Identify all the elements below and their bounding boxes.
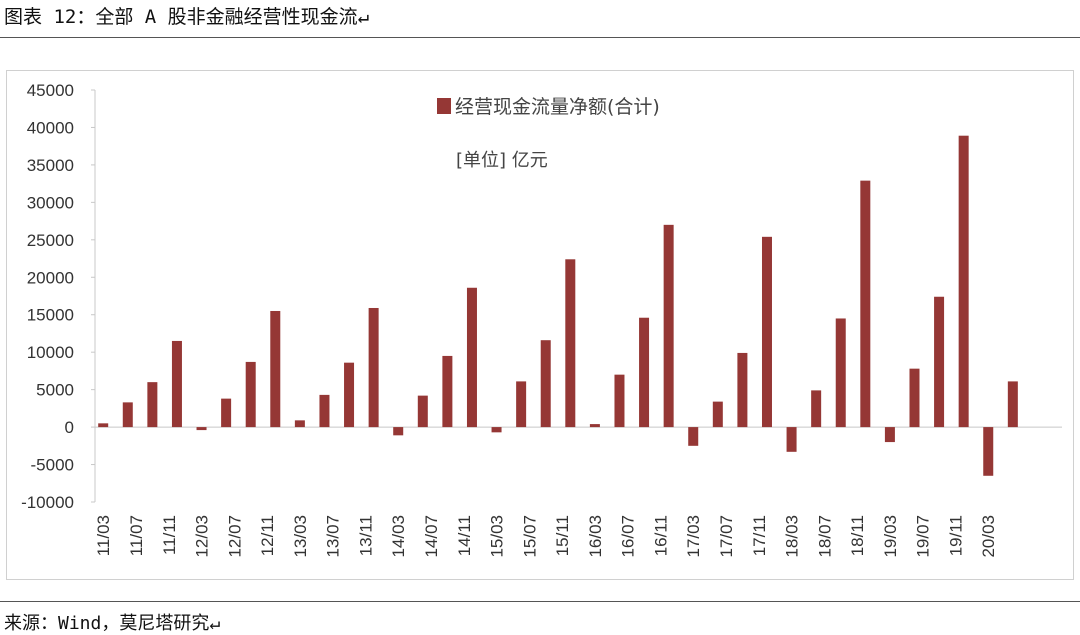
x-tick-label: 14/03 (389, 515, 408, 558)
bar (466, 287, 477, 428)
y-axis: -10000 -5000 0 5000 10000 15000 20000 25000 3000… (21, 81, 96, 512)
x-tick-label: 18/07 (815, 515, 834, 558)
bar (884, 427, 895, 443)
x-tick-label: 11/07 (127, 515, 146, 556)
bar (909, 368, 920, 428)
x-tick-label: 12/07 (225, 515, 244, 558)
y-tick-label: 40000 (27, 118, 74, 137)
x-tick-label: 18/03 (783, 515, 802, 558)
y-tick-label: 35000 (27, 156, 74, 175)
bar (245, 361, 256, 428)
x-tick-label: 16/03 (586, 515, 605, 558)
x-tick-label: 20/03 (979, 515, 998, 558)
x-tick-label: 19/03 (881, 515, 900, 558)
x-tick-label: 12/11 (258, 515, 277, 556)
y-tick-label: 0 (65, 418, 74, 437)
bar (761, 236, 772, 428)
y-tick-label: 5000 (36, 381, 74, 400)
x-tick-label: 15/03 (488, 515, 507, 558)
unit-label: [单位] 亿元 (456, 150, 548, 171)
x-tick-label: 17/03 (684, 515, 703, 558)
x-tick-label: 13/03 (291, 515, 310, 558)
y-tick-label: -10000 (21, 493, 74, 512)
bar (319, 394, 330, 428)
legend-swatch (437, 98, 451, 114)
bar (688, 427, 699, 446)
bar (221, 398, 232, 428)
bar (860, 180, 871, 428)
bar (196, 427, 207, 431)
bar (958, 135, 969, 428)
bar (122, 402, 133, 428)
bar (171, 340, 182, 428)
bar (663, 224, 674, 428)
bar (417, 395, 428, 428)
x-tick-label: 13/11 (356, 515, 375, 556)
x-tick-label: 16/07 (619, 515, 638, 558)
x-tick-label: 15/11 (553, 515, 572, 556)
bar (565, 259, 576, 428)
figure-source: 来源：Wind，莫尼塔研究↵ (4, 613, 221, 634)
x-tick-label: 14/11 (455, 515, 474, 556)
bar (516, 381, 527, 428)
bar (294, 420, 305, 428)
bar (442, 355, 453, 428)
bar (540, 340, 551, 428)
x-tick-label: 17/11 (750, 515, 769, 556)
y-tick-label: -5000 (31, 456, 74, 475)
bar (589, 424, 600, 428)
bar (1007, 381, 1018, 428)
bar (737, 352, 748, 428)
y-tick-label: 45000 (27, 81, 74, 100)
x-tick-label: 11/03 (94, 515, 113, 556)
bar (491, 427, 502, 433)
bar (270, 310, 281, 428)
top-divider (0, 37, 1080, 38)
x-axis: 11/03 11/07 11/11 12/03 12/07 12/11 13/03 13/07… (94, 426, 1062, 558)
bar (786, 427, 797, 452)
y-tick-label: 15000 (27, 306, 74, 325)
bar (614, 374, 625, 428)
figure-title: 图表 12：全部 A 股非金融经营性现金流↵ (4, 6, 370, 28)
x-tick-label: 11/11 (160, 515, 179, 555)
x-tick-label: 19/11 (946, 515, 965, 556)
bar (147, 382, 158, 428)
y-tick-label: 25000 (27, 231, 74, 250)
bar-chart: -10000 -5000 0 5000 10000 15000 20000 25000 3000… (21, 81, 1062, 558)
bars (98, 135, 1018, 476)
bar (393, 427, 404, 436)
bar (712, 401, 723, 428)
bar (934, 296, 945, 428)
x-tick-label: 19/07 (914, 515, 933, 558)
bar (344, 362, 355, 428)
y-tick-label: 30000 (27, 193, 74, 212)
x-tick-label: 16/11 (651, 515, 670, 556)
x-tick-label: 17/07 (717, 515, 736, 558)
bar (835, 318, 846, 428)
bar (639, 317, 650, 428)
x-tick-label: 15/07 (520, 515, 539, 558)
chart-frame (6, 70, 1074, 580)
y-tick-label: 10000 (27, 343, 74, 362)
x-tick-label: 13/07 (324, 515, 343, 558)
bottom-divider (0, 601, 1080, 602)
x-tick-label: 18/11 (848, 515, 867, 556)
y-tick-label: 20000 (27, 268, 74, 287)
bar (368, 307, 379, 428)
legend: 经营现金流量净额(合计) (437, 96, 660, 118)
bar (811, 390, 822, 428)
bar (98, 423, 109, 428)
legend-label: 经营现金流量净额(合计) (455, 96, 660, 118)
x-tick-label: 12/03 (193, 515, 212, 558)
x-tick-label: 14/07 (422, 515, 441, 558)
bar (983, 427, 994, 476)
